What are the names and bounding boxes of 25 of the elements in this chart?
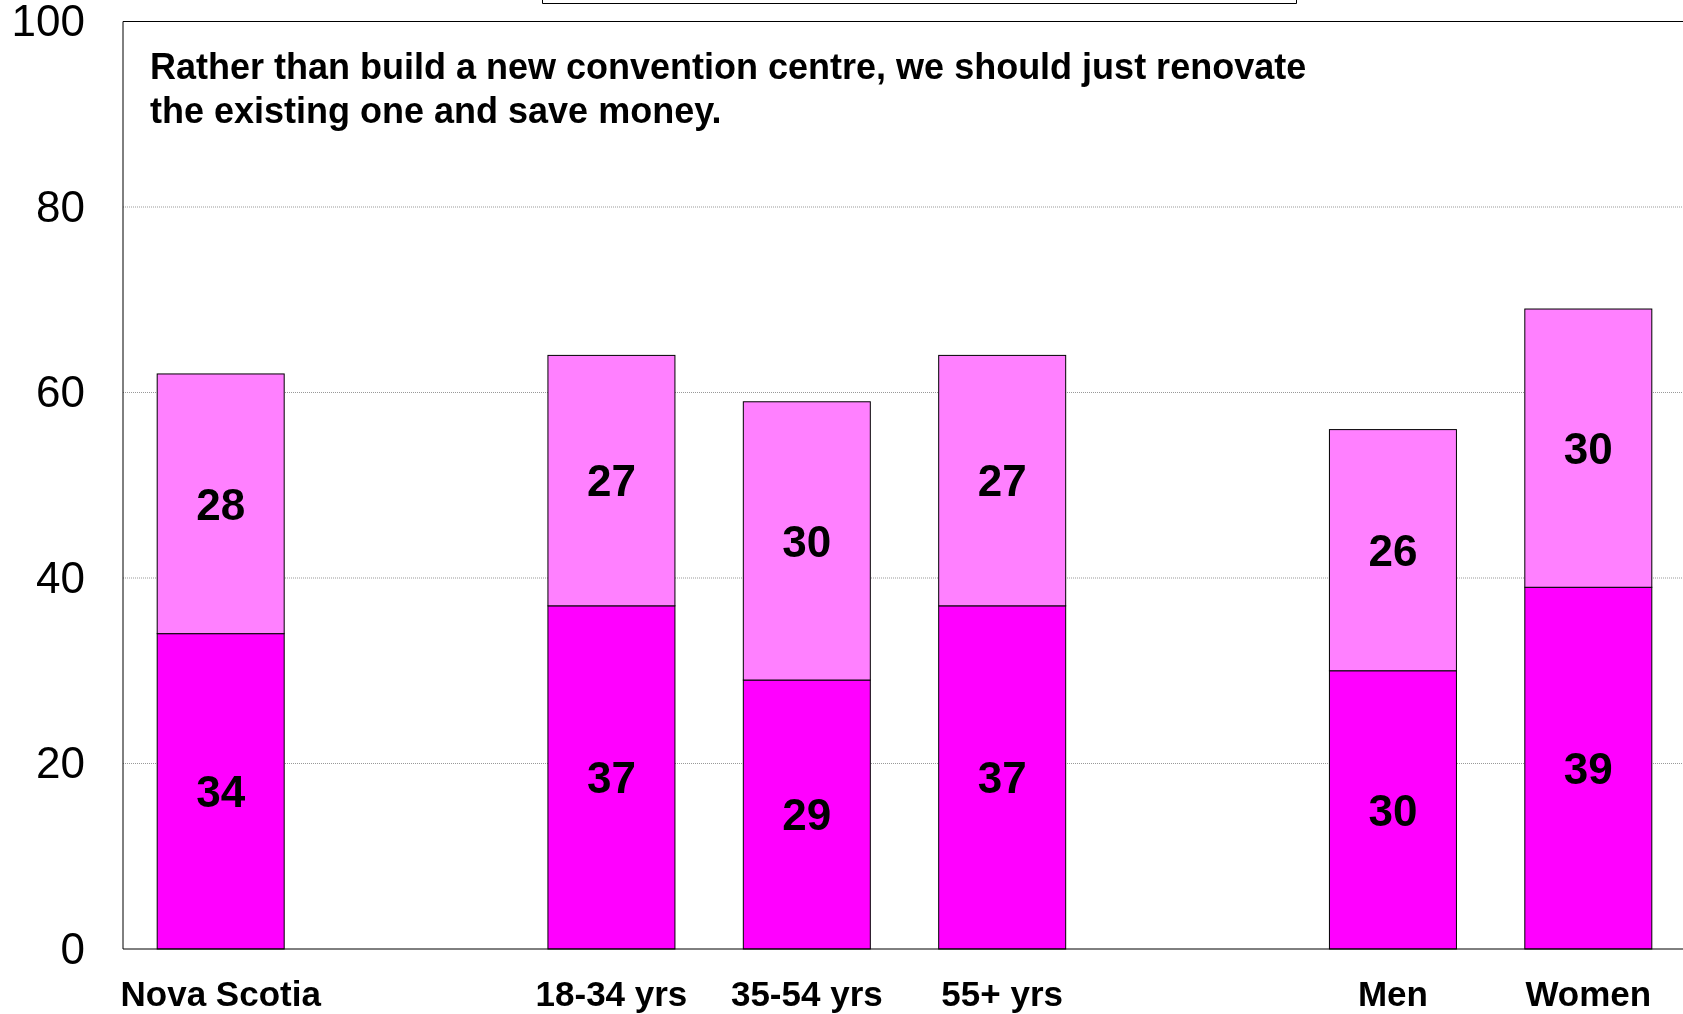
data-label: 37	[977, 753, 1027, 803]
data-label: 39	[1563, 743, 1613, 793]
data-label: 27	[977, 456, 1027, 506]
data-label: 30	[1563, 423, 1613, 473]
x-tick-label: Women	[1525, 973, 1652, 1013]
text: Rather than build a new convention centre, we should just renovate the existing one and save money.	[150, 46, 1307, 131]
x-tick-label: 55+ yrs	[941, 973, 1064, 1013]
x-tick-label: 35-54 yrs	[730, 973, 883, 1013]
y-tick-label: 80	[36, 181, 85, 231]
x-tick-label: Men	[1357, 973, 1428, 1013]
data-label: 28	[196, 479, 246, 529]
data-label: 30	[782, 516, 832, 566]
data-label: 37	[586, 753, 636, 803]
x-tick-label: 18-34 yrs	[535, 973, 688, 1013]
y-tick-label: 100	[11, 0, 85, 46]
y-tick-label: 20	[36, 738, 85, 788]
y-tick-label: 60	[36, 367, 85, 417]
x-tick-label: Nova Scotia	[120, 973, 322, 1013]
data-label: 29	[782, 790, 832, 840]
data-label: 27	[586, 456, 636, 506]
data-label: 34	[196, 767, 246, 817]
data-label: 30	[1368, 785, 1418, 835]
data-label: 26	[1368, 526, 1418, 576]
y-tick-label: 40	[36, 552, 85, 602]
y-tick-label: 0	[60, 923, 85, 973]
